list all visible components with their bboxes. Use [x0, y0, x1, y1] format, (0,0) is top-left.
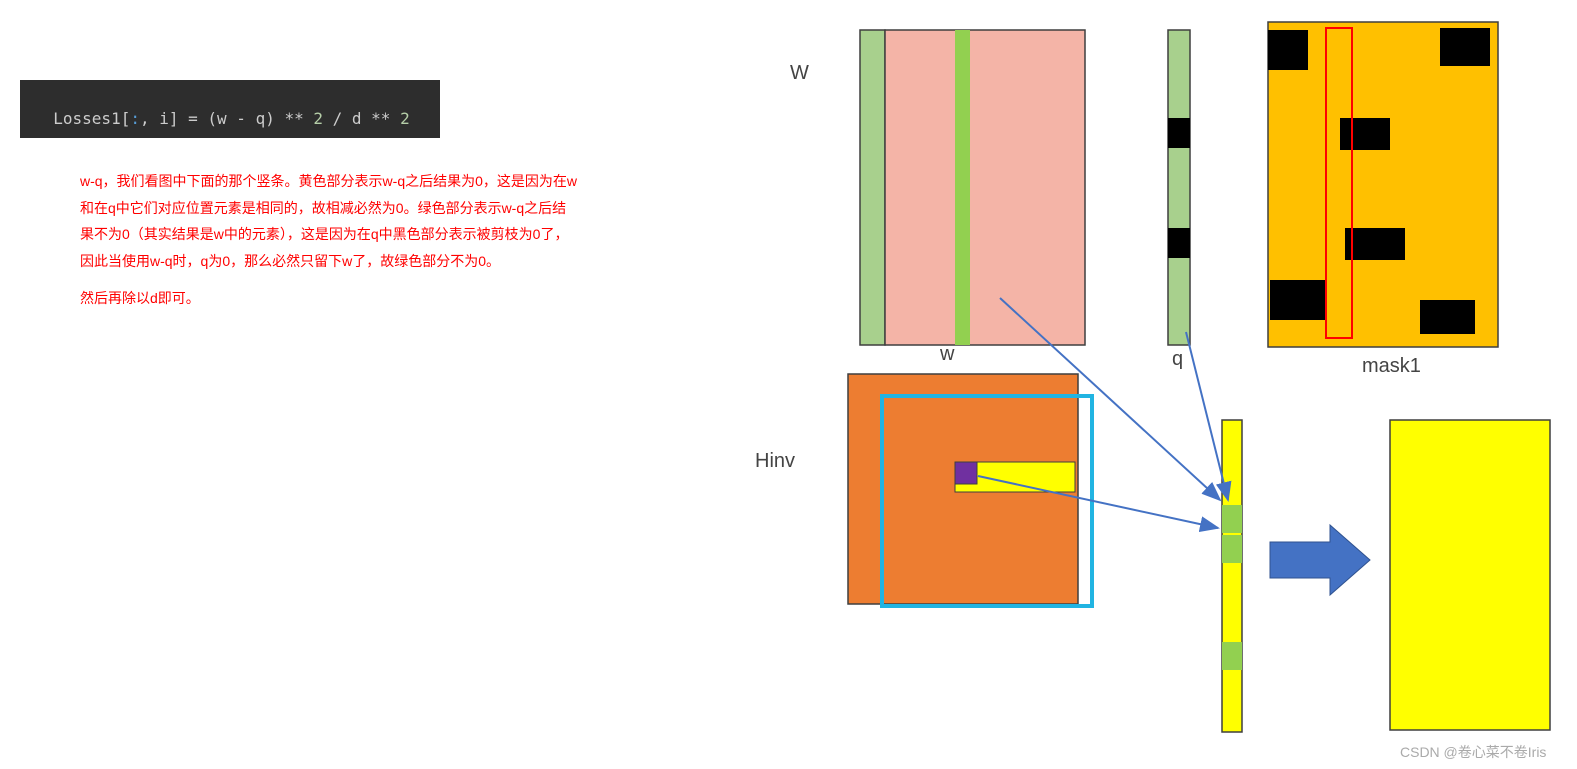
code-block: Losses1[:, i] = (w - q) ** 2 / d ** 2 — [20, 80, 440, 138]
d-purple-cell — [955, 462, 977, 484]
w-green-stripe — [955, 30, 970, 345]
watermark: CSDN @卷心菜不卷Iris — [1400, 742, 1546, 762]
hinv-orange — [848, 374, 1078, 604]
mask1-blk-a — [1268, 30, 1308, 70]
big-arrow-icon — [1270, 525, 1370, 595]
explanation-paragraph-1: w-q，我们看图中下面的那个竖条。黄色部分表示w-q之后结果为0，这是因为在w和… — [80, 168, 580, 274]
label-Hinv: Hinv — [755, 450, 795, 473]
q-black-1 — [1168, 118, 1190, 148]
result-green-3 — [1222, 642, 1242, 670]
q-black-2 — [1168, 228, 1190, 258]
d-yellow-row — [955, 462, 1075, 492]
label-W1: W1 — [978, 50, 1008, 73]
mask1-blk-d — [1345, 228, 1405, 260]
w-green-column — [860, 30, 885, 345]
mask1-blk-e — [1270, 280, 1325, 320]
final-yellow-block — [1390, 420, 1550, 730]
arrow-q-to-result — [1186, 332, 1228, 500]
mask1-bg — [1268, 22, 1498, 347]
result-green-1 — [1222, 505, 1242, 533]
mask1-blk-f — [1420, 300, 1475, 334]
label-d: d — [960, 500, 971, 523]
q-strip — [1168, 30, 1190, 345]
arrow-w-to-result — [1000, 298, 1220, 500]
mask1-red-outline — [1326, 28, 1352, 338]
result-strip — [1222, 420, 1242, 732]
mask1-blk-b — [1440, 28, 1490, 66]
explanation-paragraph-2: 然后再除以d即可。 — [80, 285, 580, 312]
code-token: Losses1[:, i] = (w - q) ** 2 / d ** 2 — [53, 109, 409, 128]
mask1-blk-c — [1340, 118, 1390, 150]
label-Hinv1: Hinv1 — [918, 420, 969, 443]
arrow-d-to-result — [978, 476, 1218, 528]
label-mask1: mask1 — [1362, 355, 1421, 378]
label-q: q — [1172, 348, 1183, 371]
label-w-small: w — [940, 343, 954, 366]
label-W: W — [790, 62, 809, 85]
hinv1-cyan-outline — [882, 396, 1092, 606]
w1-pink-block — [885, 30, 1085, 345]
result-green-2 — [1222, 535, 1242, 563]
